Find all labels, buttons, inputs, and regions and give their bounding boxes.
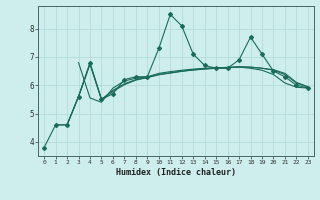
X-axis label: Humidex (Indice chaleur): Humidex (Indice chaleur) <box>116 168 236 177</box>
